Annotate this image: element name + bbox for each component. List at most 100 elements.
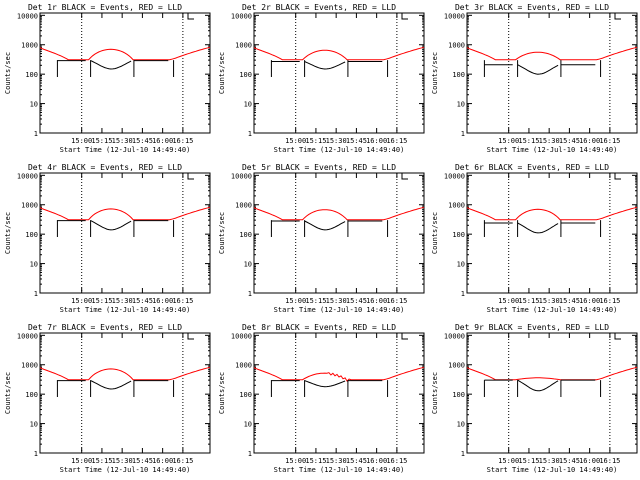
- y-tick-label: 1: [34, 450, 38, 458]
- y-tick-label: 10000: [231, 172, 252, 180]
- x-tick-label: 16:00: [366, 137, 387, 145]
- detector-panel-2: Det 2r BLACK = Events, RED = LLD 1 10 100 10…: [218, 3, 425, 154]
- plot-frame: [39, 12, 211, 134]
- panel-title: Det 8r BLACK = Events, RED = LLD: [242, 323, 396, 332]
- lld-series-line: [466, 366, 638, 381]
- lld-series-line: [466, 46, 638, 61]
- x-tick-label: 16:15: [386, 457, 407, 465]
- x-tick-label: 16:15: [172, 297, 193, 305]
- y-axis-label: Counts/sec: [4, 52, 12, 94]
- y-tick-label: 10000: [17, 332, 38, 340]
- plot-frame: [253, 332, 425, 454]
- x-tick-label: 16:00: [579, 297, 600, 305]
- y-axis-label: Counts/sec: [218, 372, 226, 414]
- panel-title: Det 2r BLACK = Events, RED = LLD: [242, 3, 396, 12]
- plot-frame: [253, 172, 425, 294]
- plot-frame: [39, 172, 211, 294]
- y-tick-label: 1000: [21, 202, 38, 210]
- y-tick-label: 10: [30, 101, 38, 109]
- y-tick-label: 10000: [231, 12, 252, 20]
- x-tick-label: 15:30: [539, 457, 560, 465]
- y-tick-label: 1: [34, 290, 38, 298]
- y-tick-label: 100: [239, 231, 252, 239]
- panel-title: Det 4r BLACK = Events, RED = LLD: [28, 163, 182, 172]
- x-tick-label: 16:15: [172, 457, 193, 465]
- y-tick-label: 100: [25, 391, 38, 399]
- x-tick-label: 16:15: [599, 457, 620, 465]
- x-tick-label: 15:15: [91, 137, 112, 145]
- plot-frame: [253, 12, 425, 134]
- x-axis-label: Start Time (12-Jul-10 14:49:40): [60, 146, 191, 154]
- x-tick-label: 16:00: [152, 137, 173, 145]
- x-axis-label: Start Time (12-Jul-10 14:49:40): [274, 466, 405, 474]
- y-axis-label: Counts/sec: [218, 212, 226, 254]
- y-tick-label: 1: [461, 450, 465, 458]
- y-tick-label: 10: [30, 421, 38, 429]
- x-tick-label: 15:45: [132, 457, 153, 465]
- x-tick-label: 15:15: [305, 137, 326, 145]
- y-tick-label: 1: [34, 130, 38, 138]
- y-tick-label: 10000: [17, 172, 38, 180]
- x-tick-label: 16:00: [366, 297, 387, 305]
- x-tick-label: 15:00: [498, 297, 519, 305]
- x-tick-label: 15:00: [498, 137, 519, 145]
- x-tick-label: 15:15: [518, 137, 539, 145]
- plot-frame: [39, 332, 211, 454]
- events-series-line: [90, 220, 132, 231]
- plot-frame: [466, 332, 638, 454]
- x-tick-label: 15:00: [71, 457, 92, 465]
- y-tick-label: 10000: [444, 12, 465, 20]
- y-tick-label: 10: [244, 261, 252, 269]
- bracket-marker: [614, 333, 621, 340]
- x-tick-label: 15:00: [498, 457, 519, 465]
- y-axis-label: Counts/sec: [431, 52, 439, 94]
- x-tick-label: 15:45: [132, 297, 153, 305]
- x-tick-label: 15:15: [518, 457, 539, 465]
- bracket-marker: [401, 13, 408, 20]
- y-tick-label: 1000: [235, 362, 252, 370]
- x-tick-label: 15:30: [112, 297, 133, 305]
- y-tick-label: 100: [25, 231, 38, 239]
- y-axis-label: Counts/sec: [431, 372, 439, 414]
- x-tick-label: 15:30: [539, 137, 560, 145]
- x-tick-label: 16:00: [152, 297, 173, 305]
- y-axis-label: Counts/sec: [4, 212, 12, 254]
- x-tick-label: 16:15: [172, 137, 193, 145]
- lld-series-line: [39, 206, 211, 221]
- x-tick-label: 15:30: [112, 137, 133, 145]
- events-series-line: [517, 222, 559, 234]
- detector-panel-1: Det 1r BLACK = Events, RED = LLD 1 10 100 10…: [4, 3, 211, 154]
- x-tick-label: 15:45: [559, 137, 580, 145]
- lld-series-line: [253, 206, 425, 221]
- x-tick-label: 15:30: [112, 457, 133, 465]
- x-tick-label: 15:15: [305, 297, 326, 305]
- detector-panel-9: Det 9r BLACK = Events, RED = LLD 1 10 100 10…: [431, 323, 638, 474]
- panel-title: Det 5r BLACK = Events, RED = LLD: [242, 163, 396, 172]
- y-tick-label: 100: [452, 71, 465, 79]
- x-tick-label: 15:45: [132, 137, 153, 145]
- x-tick-label: 16:00: [579, 137, 600, 145]
- x-tick-label: 15:30: [326, 137, 347, 145]
- y-tick-label: 1000: [448, 42, 465, 50]
- x-tick-label: 15:00: [71, 297, 92, 305]
- x-tick-label: 15:45: [346, 297, 367, 305]
- detector-panel-8: Det 8r BLACK = Events, RED = LLD 1 10 100 10…: [218, 323, 425, 474]
- y-tick-label: 100: [452, 391, 465, 399]
- lld-series-line: [39, 366, 211, 381]
- x-tick-label: 16:15: [386, 137, 407, 145]
- panel-title: Det 9r BLACK = Events, RED = LLD: [455, 323, 609, 332]
- events-series-line: [304, 380, 346, 388]
- y-tick-label: 10: [457, 421, 465, 429]
- bracket-marker: [401, 173, 408, 180]
- x-tick-label: 16:15: [599, 137, 620, 145]
- events-series-line: [304, 220, 346, 231]
- x-tick-label: 15:45: [346, 137, 367, 145]
- detector-panel-3: Det 3r BLACK = Events, RED = LLD 1 10 100 10…: [431, 3, 638, 154]
- y-tick-label: 1: [248, 450, 252, 458]
- y-tick-label: 10: [457, 261, 465, 269]
- x-tick-label: 15:30: [326, 457, 347, 465]
- lld-series-line: [253, 46, 425, 61]
- x-axis-label: Start Time (12-Jul-10 14:49:40): [60, 306, 191, 314]
- y-tick-label: 10000: [444, 332, 465, 340]
